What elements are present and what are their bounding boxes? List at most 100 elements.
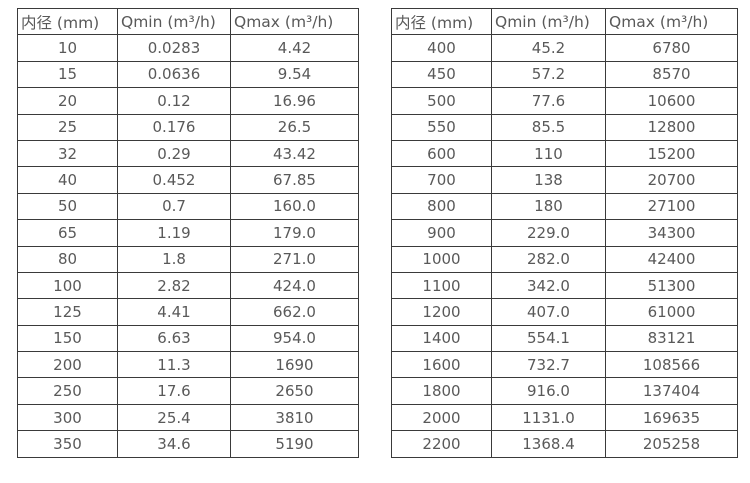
diameter-cell: 50	[17, 192, 118, 221]
table-row: 2000 1131.0 169635	[391, 403, 738, 432]
diameter-cell: 65	[17, 219, 118, 247]
qmin-cell: 0.176	[117, 113, 231, 141]
table-row: 50 0.7 160.0	[17, 192, 359, 221]
table-row: 200 11.3 1690	[17, 351, 359, 379]
qmax-cell: 26.5	[230, 113, 359, 141]
diameter-cell: 100	[17, 271, 118, 300]
qmin-cell: 57.2	[491, 60, 606, 89]
qmin-cell: 6.63	[117, 324, 231, 353]
qmin-cell: 0.7	[117, 192, 231, 221]
qmin-cell: 0.0636	[117, 60, 231, 89]
qmax-cell: 205258	[605, 430, 738, 458]
qmin-cell: 34.6	[117, 430, 231, 458]
qmax-cell: 9.54	[230, 60, 359, 89]
qmax-cell: 15200	[605, 139, 738, 168]
table-row: 2200 1368.4 205258	[391, 430, 738, 458]
diameter-cell: 25	[17, 113, 118, 141]
qmin-cell: 25.4	[117, 403, 231, 432]
diameter-cell: 1000	[391, 245, 492, 273]
qmax-cell: 169635	[605, 403, 738, 432]
diameter-cell: 1200	[391, 298, 492, 326]
table-row: 125 4.41 662.0	[17, 298, 359, 326]
qmin-cell: 229.0	[491, 219, 606, 247]
diameter-cell: 1100	[391, 271, 492, 300]
diameter-cell: 200	[17, 351, 118, 379]
qmin-cell: 732.7	[491, 351, 606, 379]
header-qmin: Qmin (m³/h)	[491, 7, 606, 36]
diameter-cell: 150	[17, 324, 118, 353]
diameter-cell: 20	[17, 87, 118, 115]
qmin-cell: 282.0	[491, 245, 606, 273]
table-row: 65 1.19 179.0	[17, 219, 359, 247]
table-row: 80 1.8 271.0	[17, 245, 359, 273]
table-row: 800 180 27100	[391, 192, 738, 221]
diameter-cell: 2200	[391, 430, 492, 458]
table-row: 1100 342.0 51300	[391, 271, 738, 300]
table-row: 15 0.0636 9.54	[17, 60, 359, 89]
qmax-cell: 662.0	[230, 298, 359, 326]
diameter-cell: 2000	[391, 403, 492, 432]
flow-spec-table-large-diameters: 内径 (mm) Qmin (m³/h) Qmax (m³/h) 400 45.2…	[391, 7, 738, 458]
diameter-cell: 300	[17, 403, 118, 432]
qmax-cell: 424.0	[230, 271, 359, 300]
header-qmin: Qmin (m³/h)	[117, 7, 231, 36]
table-row: 1600 732.7 108566	[391, 351, 738, 379]
qmax-cell: 4.42	[230, 34, 359, 62]
qmin-cell: 17.6	[117, 377, 231, 405]
diameter-cell: 40	[17, 166, 118, 194]
qmax-cell: 6780	[605, 34, 738, 62]
qmax-cell: 83121	[605, 324, 738, 353]
qmax-cell: 8570	[605, 60, 738, 89]
qmin-cell: 0.0283	[117, 34, 231, 62]
qmax-cell: 5190	[230, 430, 359, 458]
qmin-cell: 0.29	[117, 139, 231, 168]
table-row: 700 138 20700	[391, 166, 738, 194]
qmin-cell: 916.0	[491, 377, 606, 405]
qmin-cell: 342.0	[491, 271, 606, 300]
table-row: 32 0.29 43.42	[17, 139, 359, 168]
flow-spec-table-small-diameters: 内径 (mm) Qmin (m³/h) Qmax (m³/h) 10 0.028…	[17, 7, 359, 458]
table-row: 550 85.5 12800	[391, 113, 738, 141]
header-qmax: Qmax (m³/h)	[230, 7, 359, 36]
diameter-cell: 1600	[391, 351, 492, 379]
diameter-cell: 550	[391, 113, 492, 141]
qmax-cell: 20700	[605, 166, 738, 194]
table-row: 450 57.2 8570	[391, 60, 738, 89]
diameter-cell: 1400	[391, 324, 492, 353]
table-row: 1800 916.0 137404	[391, 377, 738, 405]
qmax-cell: 34300	[605, 219, 738, 247]
qmax-cell: 137404	[605, 377, 738, 405]
qmax-cell: 27100	[605, 192, 738, 221]
qmin-cell: 0.12	[117, 87, 231, 115]
qmax-cell: 3810	[230, 403, 359, 432]
diameter-cell: 400	[391, 34, 492, 62]
qmin-cell: 1131.0	[491, 403, 606, 432]
header-row: 内径 (mm) Qmin (m³/h) Qmax (m³/h)	[17, 7, 359, 36]
diameter-cell: 500	[391, 87, 492, 115]
table-row: 1400 554.1 83121	[391, 324, 738, 353]
qmax-cell: 51300	[605, 271, 738, 300]
table-row: 150 6.63 954.0	[17, 324, 359, 353]
diameter-cell: 10	[17, 34, 118, 62]
diameter-cell: 700	[391, 166, 492, 194]
table-row: 250 17.6 2650	[17, 377, 359, 405]
qmin-cell: 0.452	[117, 166, 231, 194]
diameter-cell: 600	[391, 139, 492, 168]
table-row: 25 0.176 26.5	[17, 113, 359, 141]
qmin-cell: 407.0	[491, 298, 606, 326]
table-row: 100 2.82 424.0	[17, 271, 359, 300]
qmax-cell: 67.85	[230, 166, 359, 194]
qmax-cell: 12800	[605, 113, 738, 141]
table-row: 500 77.6 10600	[391, 87, 738, 115]
qmax-cell: 954.0	[230, 324, 359, 353]
table-row: 350 34.6 5190	[17, 430, 359, 458]
diameter-cell: 32	[17, 139, 118, 168]
header-qmax: Qmax (m³/h)	[605, 7, 738, 36]
qmin-cell: 554.1	[491, 324, 606, 353]
qmin-cell: 2.82	[117, 271, 231, 300]
qmin-cell: 110	[491, 139, 606, 168]
table-row: 40 0.452 67.85	[17, 166, 359, 194]
table-row: 400 45.2 6780	[391, 34, 738, 62]
qmin-cell: 4.41	[117, 298, 231, 326]
